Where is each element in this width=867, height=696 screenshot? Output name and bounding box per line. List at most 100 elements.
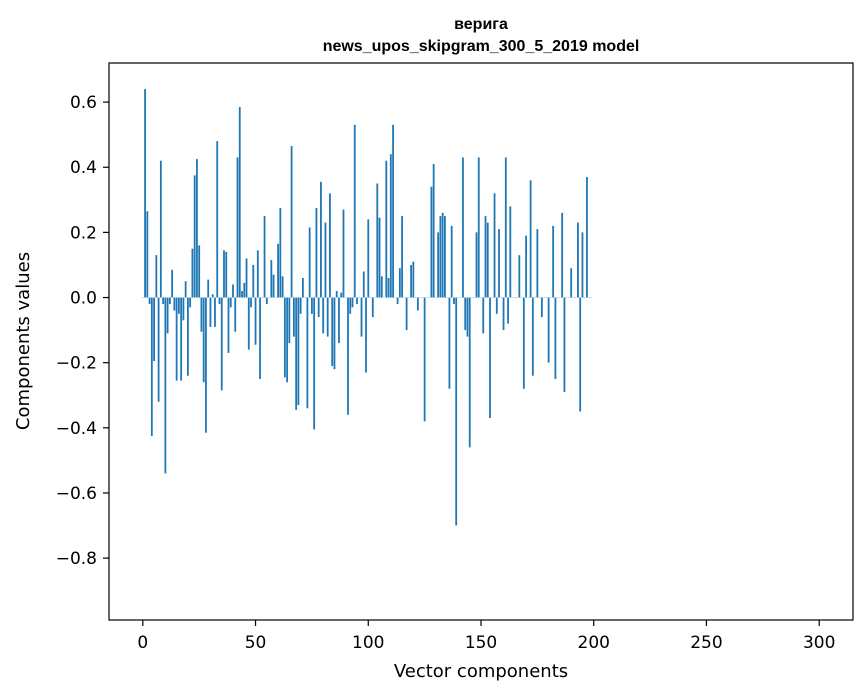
x-tick-label: 150 (465, 633, 497, 653)
bar-119 (410, 264, 413, 298)
bar-177 (540, 297, 543, 318)
bar-80 (322, 297, 325, 334)
bar-3 (148, 297, 151, 305)
bar-162 (507, 297, 509, 324)
bar-190 (570, 268, 573, 298)
bar-175 (536, 229, 539, 298)
bar-40 (232, 284, 234, 298)
y-axis-ticks: −0.8 −0.6 −0.4 −0.2 0.0 0.2 0.4 0.6 (56, 93, 109, 569)
bar-63 (283, 297, 286, 378)
bar-78 (317, 297, 320, 318)
bar-13 (171, 269, 174, 298)
bar-86 (335, 291, 338, 298)
x-axis-label: Vector components (394, 661, 568, 682)
bar-24 (196, 159, 198, 298)
bar-149 (477, 157, 480, 298)
chart-title-line2: news_upos_skipgram_300_5_2019 model (323, 38, 640, 55)
bar-160 (502, 297, 505, 331)
bar-114 (398, 268, 401, 298)
bar-68 (295, 297, 298, 410)
bar-133 (441, 212, 444, 298)
bar-16 (177, 297, 180, 314)
bar-7 (157, 297, 160, 402)
bar-105 (378, 217, 381, 298)
bar-11 (166, 297, 169, 334)
bar-145 (468, 297, 471, 448)
bar-2 (146, 211, 149, 298)
bar-38 (227, 297, 230, 353)
bar-25 (198, 245, 201, 298)
bar-76 (313, 297, 316, 430)
bar-35 (220, 297, 223, 391)
bar-93 (351, 297, 354, 308)
bar-85 (333, 297, 336, 370)
bar-158 (498, 229, 500, 298)
bar-169 (522, 297, 525, 389)
bar-94 (353, 124, 356, 298)
bar-60 (277, 243, 279, 298)
bar-172 (529, 180, 532, 298)
bar-138 (453, 297, 455, 305)
bar-104 (376, 183, 379, 298)
bar-122 (416, 297, 419, 311)
bar-66 (290, 146, 293, 298)
bar-19 (184, 281, 187, 298)
bar-9 (162, 297, 165, 305)
bar-131 (437, 232, 440, 298)
y-tick-label: −0.4 (56, 419, 97, 439)
bar-42 (236, 157, 239, 298)
x-axis-ticks: 0 50 100 150 200 250 300 (137, 620, 835, 653)
bar-100 (367, 219, 370, 298)
bar-106 (380, 276, 383, 298)
bar-136 (448, 297, 451, 389)
bar-170 (525, 235, 527, 298)
bar-6 (155, 255, 158, 298)
bar-73 (306, 297, 309, 409)
bar-18 (182, 297, 185, 321)
bar-92 (349, 297, 352, 314)
bar-91 (347, 297, 349, 415)
x-tick-label: 100 (352, 633, 384, 653)
bar-156 (493, 193, 496, 298)
bar-49 (252, 264, 255, 298)
bar-139 (455, 297, 458, 526)
bar-157 (495, 297, 498, 314)
bar-99 (365, 297, 367, 373)
bar-125 (423, 297, 426, 422)
bar-152 (484, 216, 487, 298)
bar-64 (286, 297, 289, 383)
bar-48 (250, 297, 252, 308)
bar-132 (439, 216, 442, 298)
bar-5 (153, 297, 155, 362)
bar-113 (396, 297, 399, 305)
bar-54 (263, 216, 266, 298)
bar-75 (311, 297, 313, 314)
bar-173 (531, 297, 534, 376)
bar-102 (371, 297, 374, 318)
x-tick-label: 50 (245, 633, 267, 653)
x-tick-label: 0 (137, 633, 148, 653)
y-tick-label: −0.6 (56, 484, 97, 504)
bar-71 (301, 277, 304, 298)
bar-67 (292, 297, 295, 337)
y-tick-label: −0.2 (56, 354, 97, 374)
bar-1 (144, 89, 146, 298)
bar-23 (193, 175, 196, 298)
bar-36 (223, 250, 225, 298)
bar-32 (214, 297, 216, 327)
bar-61 (279, 207, 282, 298)
bar-95 (356, 297, 358, 305)
bar-195 (581, 232, 584, 298)
x-tick-label: 250 (690, 633, 722, 653)
bar-111 (392, 124, 394, 298)
bar-15 (175, 297, 178, 381)
y-tick-label: 0.0 (70, 289, 97, 309)
bar-88 (340, 292, 343, 298)
bar-74 (308, 227, 311, 298)
bar-46 (245, 258, 248, 298)
y-axis-label: Components values (13, 252, 34, 430)
bar-77 (315, 207, 318, 298)
bar-81 (324, 222, 327, 298)
bar-153 (486, 222, 489, 298)
